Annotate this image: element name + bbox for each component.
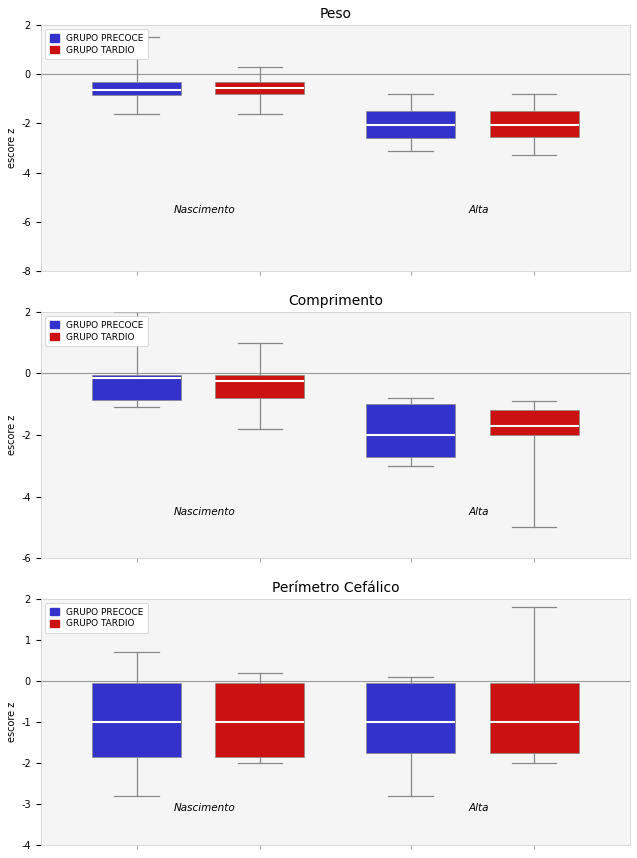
Text: Nascimento: Nascimento [174, 803, 236, 813]
PathPatch shape [490, 111, 578, 137]
Legend: GRUPO PRECOCE, GRUPO TARDIO: GRUPO PRECOCE, GRUPO TARDIO [45, 603, 148, 633]
Text: Nascimento: Nascimento [174, 204, 236, 214]
PathPatch shape [215, 82, 304, 94]
Text: Alta: Alta [469, 204, 489, 214]
Title: Peso: Peso [319, 7, 352, 21]
PathPatch shape [366, 683, 455, 752]
Text: Alta: Alta [469, 507, 489, 517]
PathPatch shape [366, 111, 455, 138]
PathPatch shape [366, 404, 455, 456]
Y-axis label: escore z: escore z [7, 415, 17, 455]
PathPatch shape [92, 683, 181, 757]
PathPatch shape [92, 375, 181, 400]
PathPatch shape [490, 683, 578, 752]
Title: Comprimento: Comprimento [288, 294, 383, 308]
Title: Perímetro Cefálico: Perímetro Cefálico [271, 581, 399, 595]
Legend: GRUPO PRECOCE, GRUPO TARDIO: GRUPO PRECOCE, GRUPO TARDIO [45, 29, 148, 59]
PathPatch shape [215, 375, 304, 398]
PathPatch shape [92, 82, 181, 95]
PathPatch shape [490, 410, 578, 435]
Legend: GRUPO PRECOCE, GRUPO TARDIO: GRUPO PRECOCE, GRUPO TARDIO [45, 317, 148, 346]
Y-axis label: escore z: escore z [7, 128, 17, 168]
PathPatch shape [215, 683, 304, 757]
Text: Nascimento: Nascimento [174, 507, 236, 517]
Text: Alta: Alta [469, 803, 489, 813]
Y-axis label: escore z: escore z [7, 702, 17, 742]
